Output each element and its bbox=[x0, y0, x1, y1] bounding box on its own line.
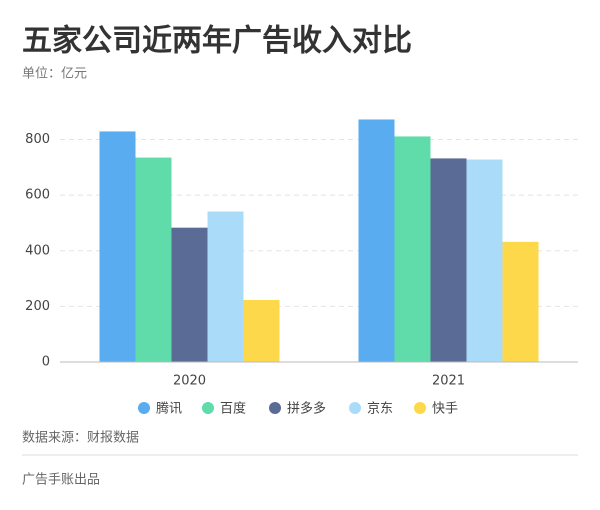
bar bbox=[430, 158, 467, 362]
chart-title: 五家公司近两年广告收入对比 bbox=[22, 24, 412, 59]
credit-note: 广告手账出品 bbox=[22, 473, 100, 488]
bar bbox=[207, 211, 244, 362]
chart-subtitle: 单位：亿元 bbox=[22, 67, 87, 82]
bar bbox=[243, 299, 280, 362]
legend-marker bbox=[269, 402, 281, 414]
y-tick-label: 400 bbox=[25, 243, 50, 258]
legend-marker bbox=[349, 402, 361, 414]
bar bbox=[394, 136, 431, 362]
y-tick-label: 600 bbox=[25, 188, 50, 203]
bar bbox=[358, 119, 395, 362]
legend-label: 京东 bbox=[367, 402, 393, 417]
x-tick-label: 2021 bbox=[432, 374, 465, 389]
legend-label: 百度 bbox=[220, 401, 246, 417]
legend-label: 快手 bbox=[432, 402, 458, 417]
legend-marker bbox=[202, 402, 214, 414]
bar bbox=[135, 157, 172, 362]
y-tick-label: 0 bbox=[42, 355, 50, 370]
y-tick-label: 200 bbox=[25, 299, 50, 314]
legend-marker bbox=[414, 402, 426, 414]
source-note: 数据来源：财报数据 bbox=[22, 431, 139, 446]
x-tick-label: 2020 bbox=[173, 374, 206, 389]
legend-label: 拼多多 bbox=[287, 401, 326, 417]
legend-marker bbox=[138, 402, 150, 414]
legend-label: 腾讯 bbox=[156, 401, 182, 417]
bar bbox=[466, 159, 503, 362]
y-tick-label: 800 bbox=[25, 132, 50, 147]
bar bbox=[171, 227, 208, 362]
bar bbox=[99, 131, 136, 362]
bar bbox=[502, 241, 539, 362]
